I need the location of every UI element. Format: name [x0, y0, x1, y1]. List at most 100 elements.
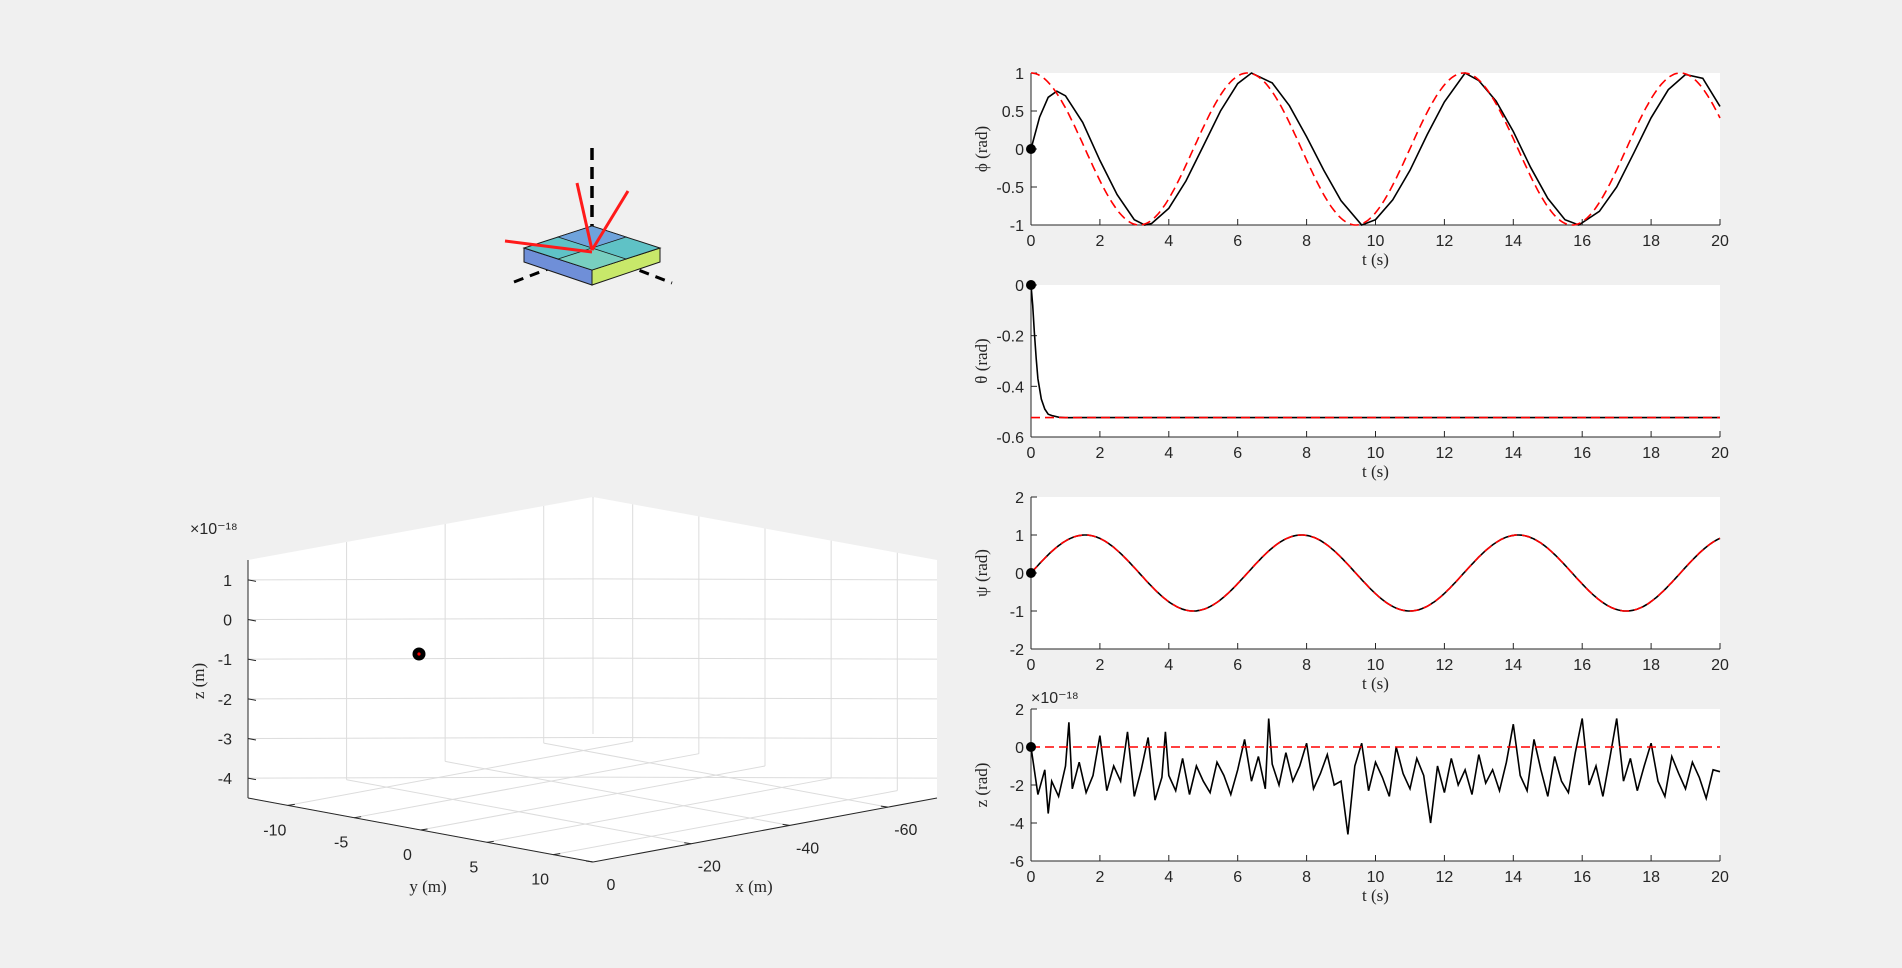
x-tick-label: 0 — [1027, 233, 1036, 250]
quadrotor-model — [504, 148, 673, 286]
z-tick-label: -1 — [218, 652, 232, 669]
y-tick-label: 0 — [1015, 278, 1024, 295]
x-axis-edge — [592, 797, 938, 863]
z-tick-mark — [247, 619, 257, 622]
y-tick-label-3d: 5 — [469, 859, 478, 876]
x-tick-label: 6 — [1233, 657, 1242, 674]
x-tick-label: 8 — [1302, 869, 1311, 886]
x-tick-label: 6 — [1233, 445, 1242, 462]
x-tick-label-3d: 0 — [607, 877, 616, 894]
z-tick-label: -2 — [218, 692, 232, 709]
x-tick-label: 18 — [1642, 869, 1660, 886]
body-top-quadrant-front — [556, 247, 628, 271]
x-tick-label: 8 — [1302, 233, 1311, 250]
x-axis-label: t (s) — [1362, 250, 1389, 269]
z-exponent-label: ×10⁻¹⁸ — [190, 521, 238, 538]
x-tick-label: 0 — [1027, 657, 1036, 674]
thrust-vector-1 — [575, 182, 594, 251]
x-tick-label: 12 — [1436, 657, 1454, 674]
y-axis-label-3d: y (m) — [409, 877, 446, 896]
x-tick-label: 16 — [1573, 869, 1591, 886]
y-tick-label: -1 — [1010, 218, 1024, 235]
x-tick-label: 10 — [1367, 869, 1385, 886]
position-marker-center — [417, 652, 421, 656]
x-axis-label: t (s) — [1362, 462, 1389, 481]
x-tick-mark-3d — [684, 842, 692, 845]
x-tick-label: 12 — [1436, 233, 1454, 250]
x-tick-label: 2 — [1095, 869, 1104, 886]
x-tick-label: 10 — [1367, 233, 1385, 250]
thrust-vector-3 — [504, 239, 593, 254]
x-tick-label: 20 — [1711, 445, 1729, 462]
x-tick-label: 12 — [1436, 445, 1454, 462]
x-tick-label: 4 — [1164, 869, 1173, 886]
x-tick-label: 14 — [1504, 233, 1522, 250]
plot-theta: 0 2 4 6 8 10 12 14 16 18 20 0 -0.2 -0.4 -0.6 t (s) θ (ra… — [972, 278, 1729, 481]
z-tick-label: 1 — [223, 573, 232, 590]
x-tick-label: 4 — [1164, 657, 1173, 674]
y-tick-label: 0 — [1015, 740, 1024, 757]
y-exponent-label: ×10⁻¹⁸ — [1031, 690, 1079, 707]
x-tick-label: 16 — [1573, 233, 1591, 250]
x-tick-mark-3d — [585, 860, 594, 863]
x-tick-label: 10 — [1367, 657, 1385, 674]
x-tick-label: 10 — [1367, 445, 1385, 462]
y-tick-label-3d: -10 — [263, 822, 286, 839]
x-tick-label-3d: -60 — [894, 822, 917, 839]
y-floor-gridline — [420, 765, 766, 831]
x-tick-label-3d: -40 — [796, 840, 819, 857]
actual-series-line — [1031, 72, 1721, 226]
y-axis-label: z (rad) — [972, 763, 991, 808]
thrust-vector-2 — [590, 190, 630, 251]
y-tick-label: 2 — [1015, 702, 1024, 719]
y-tick-label: 1 — [1015, 528, 1024, 545]
x-tick-label: 4 — [1164, 233, 1173, 250]
y-tick-label: -0.6 — [996, 430, 1024, 447]
z-tick-mark — [247, 777, 257, 781]
y-tick-label: 1 — [1015, 66, 1024, 83]
x-tick-label: 12 — [1436, 869, 1454, 886]
y-tick-label: -2 — [1010, 642, 1024, 659]
y-tick-mark-3d — [420, 828, 428, 831]
y-axis-label: ψ (rad) — [972, 549, 991, 597]
y-tick-label: 0 — [1015, 142, 1024, 159]
x-tick-label: 6 — [1233, 233, 1242, 250]
y-tick-mark-3d — [354, 816, 362, 819]
z-tick-label: -4 — [218, 771, 232, 788]
x-tick-label: 0 — [1027, 445, 1036, 462]
reference-series-line — [1031, 72, 1721, 226]
y-floor-gridline — [287, 740, 633, 806]
y-tick-label: -0.2 — [996, 329, 1024, 346]
initial-state-marker — [1026, 144, 1036, 154]
x-tick-label: 18 — [1642, 657, 1660, 674]
x-tick-label: 14 — [1504, 869, 1522, 886]
y-tick-label: 0 — [1015, 566, 1024, 583]
initial-state-marker — [1026, 280, 1036, 290]
y-axis-label: θ (rad) — [972, 338, 991, 383]
y-tick-mark-3d — [486, 840, 494, 843]
x-tick-label: 20 — [1711, 657, 1729, 674]
x-tick-label: 14 — [1504, 445, 1522, 462]
x-tick-label: 8 — [1302, 445, 1311, 462]
y-tick-label: 2 — [1015, 490, 1024, 507]
y-tick-label: -0.4 — [996, 379, 1024, 396]
x-tick-mark-3d — [880, 805, 888, 808]
plot-phi: 0 2 4 6 8 10 12 14 16 18 20 1 0.5 0 -0.5 -1 t (s) ϕ (rad) — [972, 66, 1729, 269]
x-tick-label: 16 — [1573, 445, 1591, 462]
plot-area — [1031, 709, 1720, 861]
x-tick-label: 2 — [1095, 657, 1104, 674]
initial-state-marker — [1026, 568, 1036, 578]
y-axis-label: ϕ (rad) — [972, 126, 991, 172]
y-tick-label: -2 — [1010, 778, 1024, 795]
x-tick-label: 20 — [1711, 869, 1729, 886]
y-tick-label-3d: 0 — [403, 847, 412, 864]
y-tick-label: -4 — [1010, 816, 1024, 833]
y-tick-mark-3d — [287, 803, 295, 806]
x-axis-label: t (s) — [1362, 886, 1389, 905]
x-tick-label: 2 — [1095, 233, 1104, 250]
x-tick-label: 4 — [1164, 445, 1173, 462]
x-axis-label-3d: x (m) — [735, 877, 772, 896]
